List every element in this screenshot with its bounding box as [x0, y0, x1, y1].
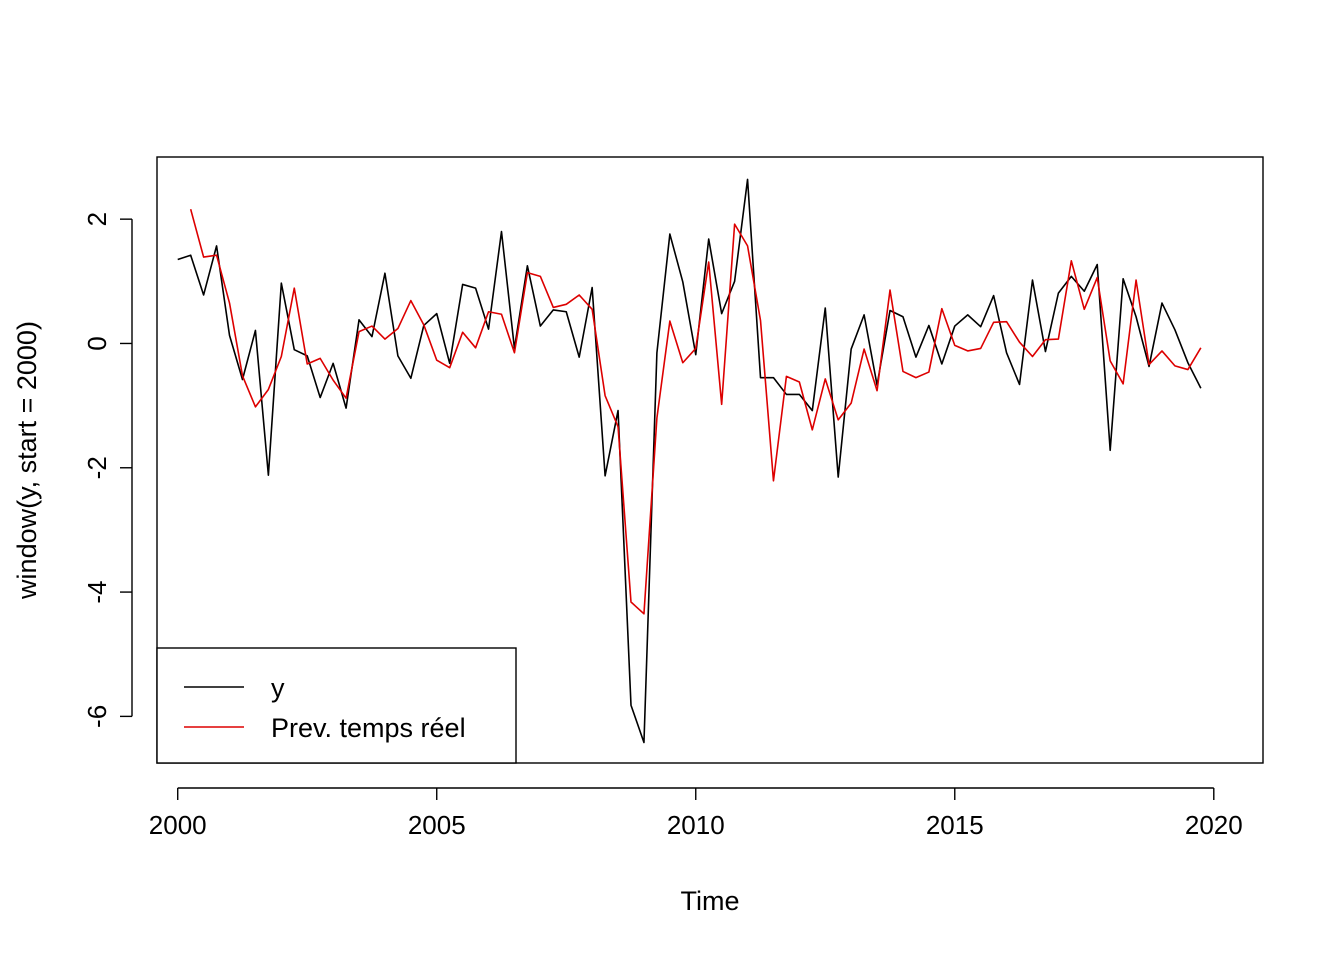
- y-tick-label: -2: [82, 456, 112, 479]
- x-tick-label: 2010: [667, 810, 725, 840]
- x-tick-label: 2015: [926, 810, 984, 840]
- legend-label: Prev. temps réel: [271, 713, 466, 743]
- legend: y Prev. temps réel: [156, 647, 517, 764]
- series-line-prev-temps-reel: [189, 209, 1202, 615]
- y-tick-label: -6: [82, 705, 112, 728]
- x-tick-label: 2000: [149, 810, 207, 840]
- x-axis-title: Time: [681, 886, 740, 916]
- x-tick-label: 2020: [1185, 810, 1243, 840]
- legend-box: [156, 647, 517, 764]
- y-tick-label: -4: [82, 581, 112, 604]
- y-tick-label: 2: [82, 212, 112, 226]
- series-layer: [177, 178, 1202, 744]
- series-line-y: [177, 178, 1202, 744]
- plot-frame: [156, 156, 1264, 764]
- x-tick-label: 2005: [408, 810, 466, 840]
- y-axis-title: window(y, start = 2000): [12, 321, 42, 600]
- y-tick-label: 0: [82, 336, 112, 350]
- legend-label: y: [271, 673, 285, 703]
